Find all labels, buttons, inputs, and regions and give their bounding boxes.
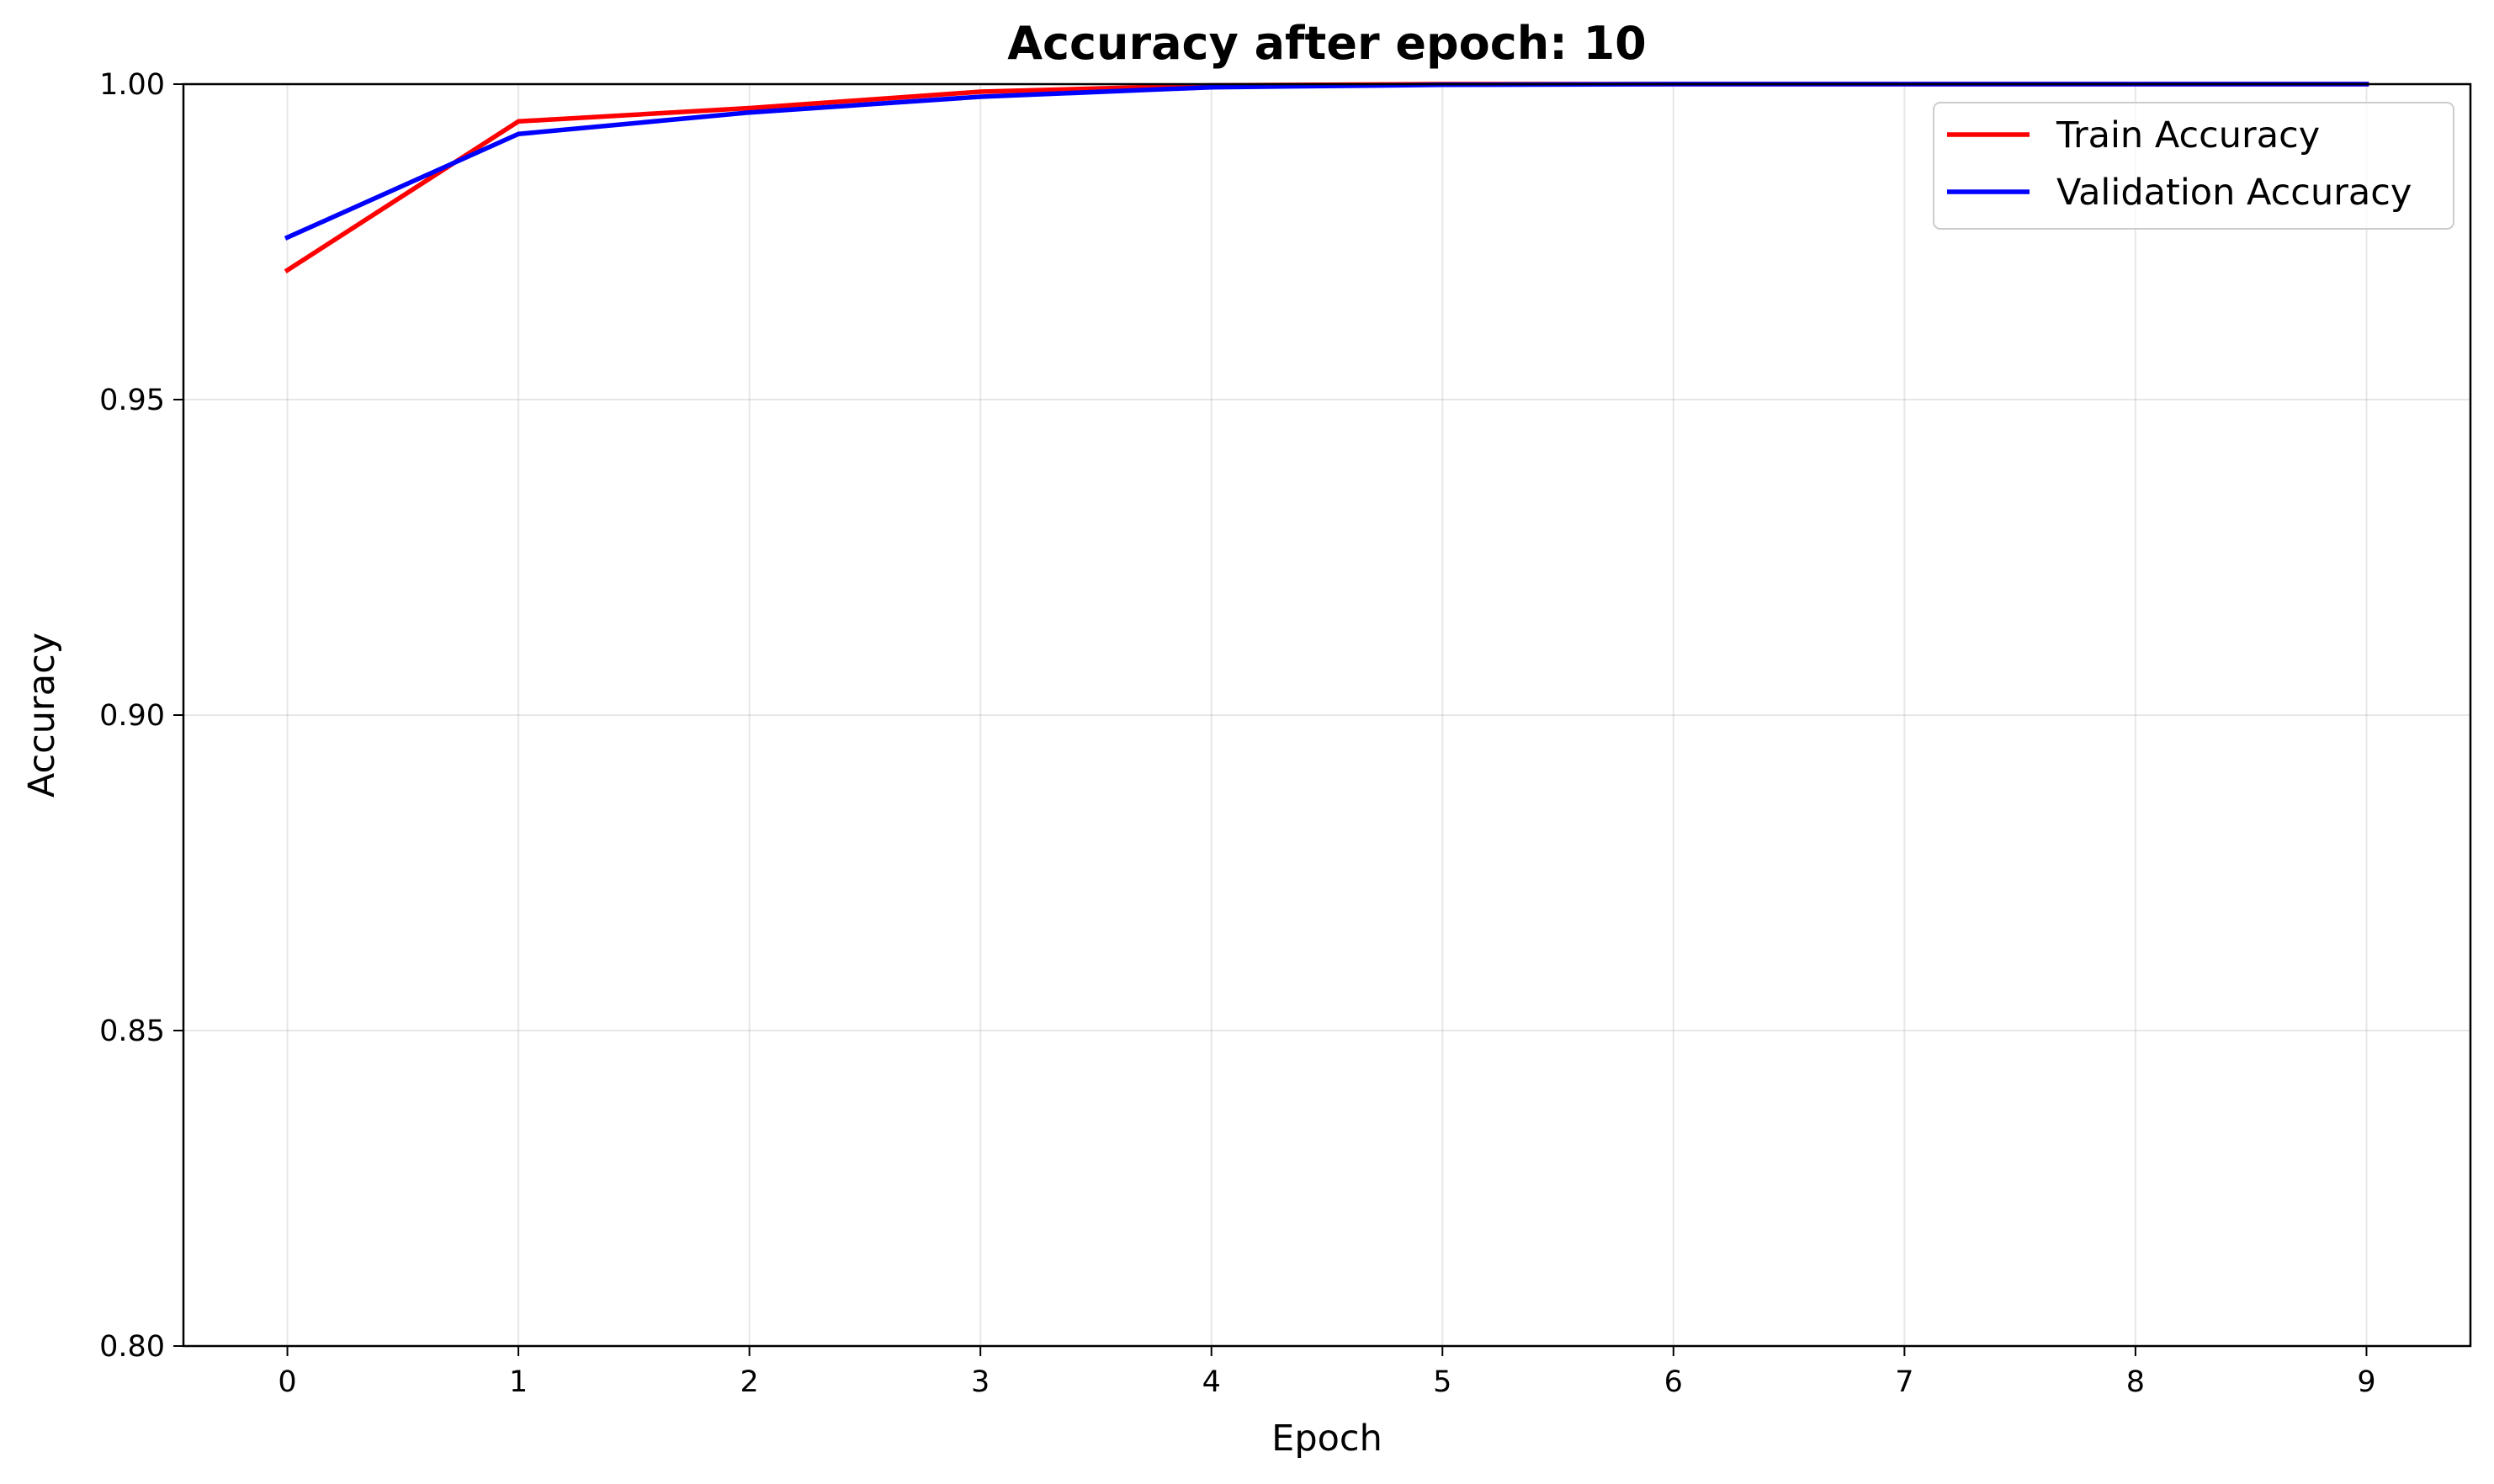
x-tick-label: 8	[2126, 1365, 2145, 1399]
x-tick-label: 4	[1202, 1365, 1221, 1399]
x-tick-label: 1	[509, 1365, 528, 1399]
y-tick-label: 0.90	[99, 699, 165, 733]
chart-title: Accuracy after epoch: 10	[1007, 17, 1647, 70]
legend-label-0: Train Accuracy	[2056, 114, 2320, 156]
legend: Train Accuracy Validation Accuracy	[1933, 102, 2454, 230]
x-tick-label: 9	[2357, 1365, 2375, 1399]
legend-label-1: Validation Accuracy	[2056, 172, 2412, 214]
x-tick-label: 0	[278, 1365, 296, 1399]
x-tick-label: 7	[1895, 1365, 1913, 1399]
x-tick-label: 2	[740, 1365, 758, 1399]
y-axis-ticks: 0.80 0.85 0.90 0.95 1.00	[99, 68, 183, 1364]
x-tick-label: 5	[1433, 1365, 1451, 1399]
x-axis-label: Epoch	[1271, 1418, 1382, 1460]
y-tick-label: 0.85	[99, 1015, 165, 1048]
y-tick-label: 0.95	[99, 384, 165, 417]
legend-box	[1933, 102, 2454, 230]
y-tick-label: 0.80	[99, 1330, 165, 1364]
x-axis-ticks: 0 1 2 3 4 5 6 7 8 9	[278, 1346, 2376, 1399]
x-tick-label: 3	[971, 1365, 990, 1399]
y-tick-label: 1.00	[99, 68, 165, 102]
x-tick-label: 6	[1664, 1365, 1683, 1399]
y-axis-label: Accuracy	[21, 633, 63, 798]
